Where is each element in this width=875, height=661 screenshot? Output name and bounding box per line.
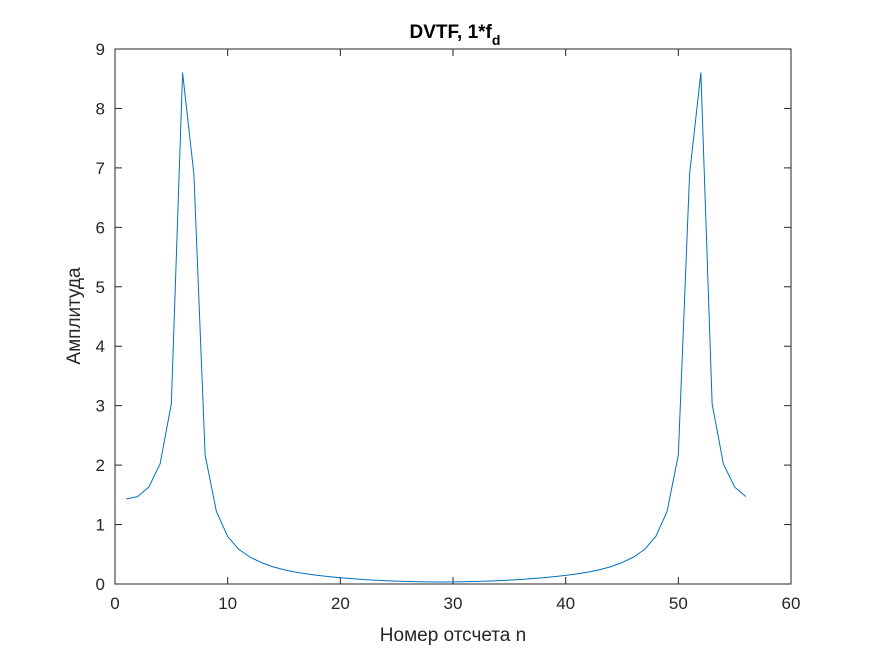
series-layer — [126, 72, 747, 583]
y-tick-label: 0 — [96, 575, 105, 594]
plot-area-frame — [114, 48, 792, 585]
y-tick-label: 5 — [96, 278, 105, 297]
y-tick-label: 4 — [96, 337, 105, 356]
y-tick-label: 8 — [96, 99, 105, 118]
y-axis-label: Амплитуда — [64, 267, 85, 365]
series-line-1 — [126, 72, 747, 583]
x-tick-label: 30 — [444, 594, 463, 613]
x-tick-label: 50 — [669, 594, 688, 613]
chart-title-subscript: d — [492, 32, 501, 48]
axis-ticks: 0 10 20 30 40 50 60 0 1 2 3 4 5 6 7 8 9 — [96, 40, 801, 613]
y-tick-label: 1 — [96, 516, 105, 535]
x-axis-label: Номер отсчета n — [380, 625, 526, 646]
chart-title: DVTF, 1*fd — [410, 22, 501, 48]
y-tick-label: 9 — [96, 40, 105, 59]
y-tick-label: 7 — [96, 159, 105, 178]
x-tick-label: 0 — [110, 594, 119, 613]
y-tick-label: 2 — [96, 456, 105, 475]
x-tick-label: 60 — [782, 594, 801, 613]
y-tick-label: 6 — [96, 218, 105, 237]
y-tick-label: 3 — [96, 397, 105, 416]
chart-title-main: DVTF, 1*f — [410, 22, 493, 43]
x-tick-label: 40 — [556, 594, 575, 613]
x-tick-label: 10 — [218, 594, 237, 613]
x-tick-label: 20 — [331, 594, 350, 613]
